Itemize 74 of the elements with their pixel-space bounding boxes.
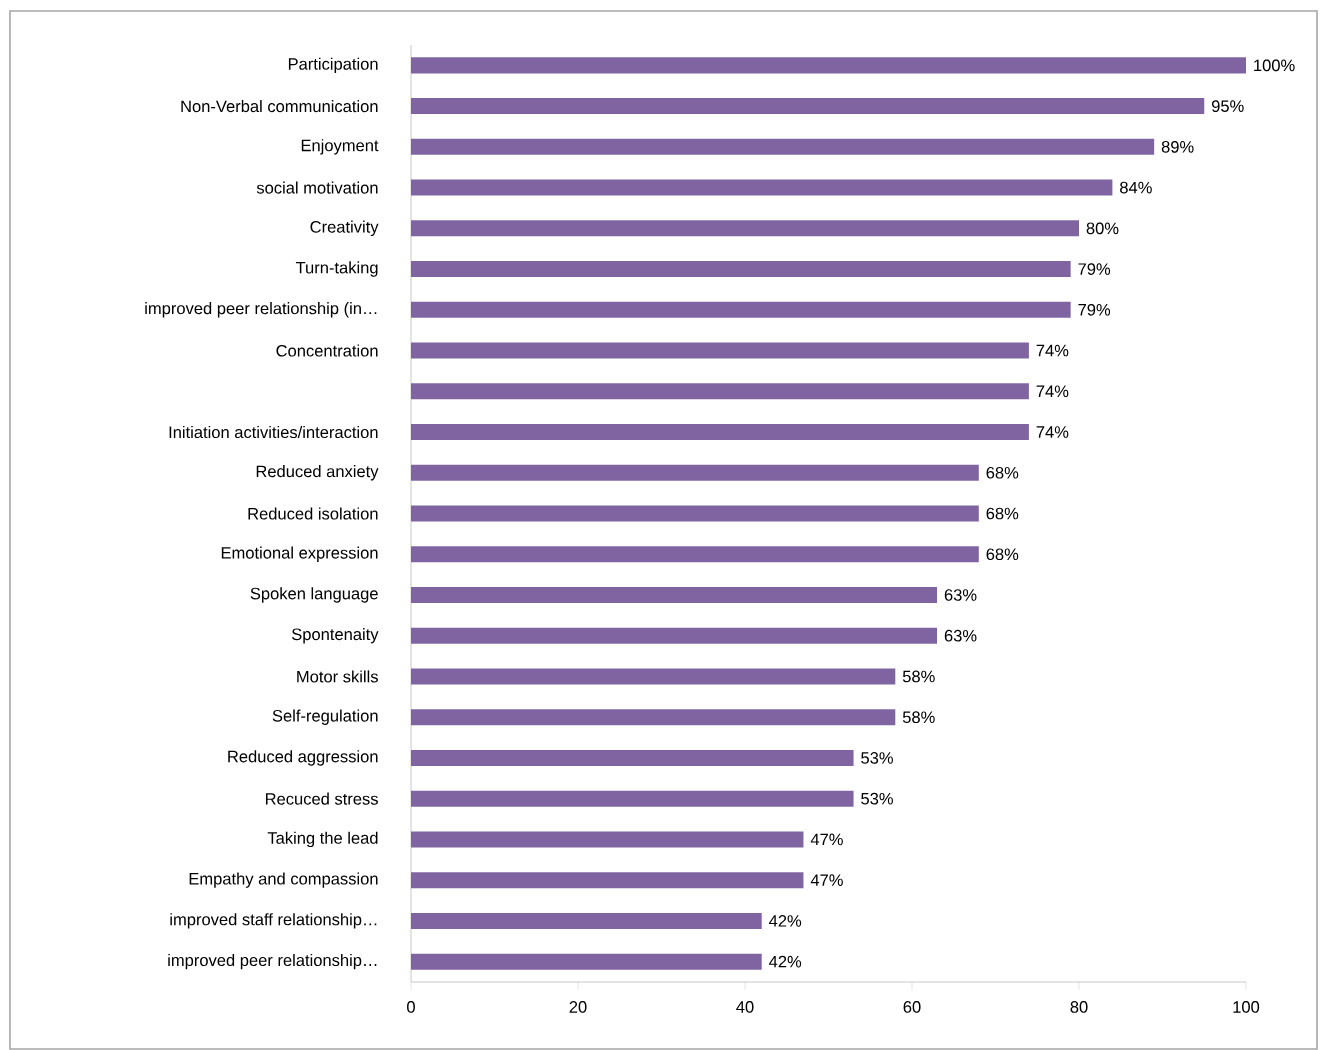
data-label: 63%	[944, 589, 977, 601]
bar	[411, 301, 1071, 318]
y-tick-label: Concentration	[276, 344, 378, 357]
y-tick-label: Recuced stress	[265, 792, 378, 805]
bar	[411, 872, 804, 889]
bar	[411, 464, 979, 481]
y-tick-label: Turn-taking	[295, 261, 378, 277]
bar	[411, 261, 1071, 278]
data-label: 79%	[1078, 303, 1111, 316]
y-tick-label: Spontenaity	[291, 628, 379, 644]
y-tick-label: improved staff relationship…	[170, 913, 377, 929]
data-label: 58%	[902, 670, 935, 683]
y-tick-label: Emotional expression	[221, 546, 378, 562]
data-label: 68%	[986, 507, 1019, 520]
data-label: 58%	[902, 711, 935, 724]
y-tick-label: Reduced isolation	[248, 507, 378, 520]
x-tick-label: 80	[1070, 1001, 1088, 1013]
data-label: 47%	[810, 874, 843, 886]
x-tick-label: 40	[736, 1001, 754, 1013]
x-tick-label: 100	[1233, 1001, 1260, 1013]
bar	[411, 831, 804, 848]
data-label: 84%	[1120, 181, 1152, 194]
y-tick-label: Initiation activities/interaction	[169, 425, 378, 439]
bar	[411, 98, 1205, 115]
y-tick-label: Creativity	[310, 220, 379, 237]
bar	[411, 505, 979, 522]
data-label: 63%	[944, 629, 977, 642]
y-tick-label: Participation	[288, 57, 378, 74]
bar	[411, 220, 1079, 237]
data-label: 68%	[986, 466, 1019, 479]
data-label: 89%	[1161, 141, 1194, 153]
data-label: 53%	[861, 752, 893, 764]
data-label: 42%	[769, 955, 802, 968]
data-label: 53%	[861, 792, 893, 805]
data-label: 100%	[1254, 59, 1295, 72]
bar	[411, 138, 1155, 155]
x-tick-label: 60	[903, 1001, 921, 1013]
bar	[411, 790, 854, 807]
x-tick-label: 0	[407, 1001, 415, 1013]
bar	[411, 383, 1029, 400]
data-label: 68%	[986, 548, 1019, 561]
data-label: 42%	[769, 915, 802, 927]
y-tick-label: Non-Verbal communication	[181, 100, 378, 113]
data-label: 74%	[1036, 344, 1069, 357]
bar	[411, 709, 896, 726]
x-tick-label: 20	[569, 1001, 587, 1013]
bar	[411, 749, 854, 766]
y-tick-label: improved peer relationship…	[168, 953, 377, 970]
bar	[411, 953, 762, 970]
data-label: 95%	[1211, 100, 1244, 112]
bar	[411, 912, 762, 929]
bar	[411, 668, 896, 685]
y-tick-label: Reduced aggression	[228, 750, 378, 766]
data-label: 74%	[1036, 385, 1069, 398]
y-tick-label: Spoken language	[250, 587, 378, 603]
y-tick-label: Self-regulation	[272, 709, 378, 725]
bar	[411, 57, 1246, 74]
y-tick-label: social motivation	[256, 181, 378, 194]
bar	[411, 546, 979, 563]
bar	[411, 627, 938, 644]
bar	[411, 342, 1029, 359]
data-label: 80%	[1086, 222, 1119, 235]
y-tick-label: Taking the lead	[267, 831, 378, 848]
data-label: 47%	[810, 833, 843, 846]
data-label: 79%	[1078, 263, 1111, 275]
y-tick-label: Motor skills	[297, 670, 378, 683]
bar	[411, 424, 1029, 441]
bar	[411, 179, 1113, 196]
bar	[411, 586, 938, 603]
data-label: 74%	[1036, 426, 1069, 438]
y-tick-label: Empathy and compassion	[189, 872, 378, 888]
y-tick-label: Reduced anxiety	[256, 465, 379, 481]
y-tick-label: Enjoyment	[301, 139, 379, 155]
y-tick-label: improved peer relationship (in…	[145, 302, 377, 318]
